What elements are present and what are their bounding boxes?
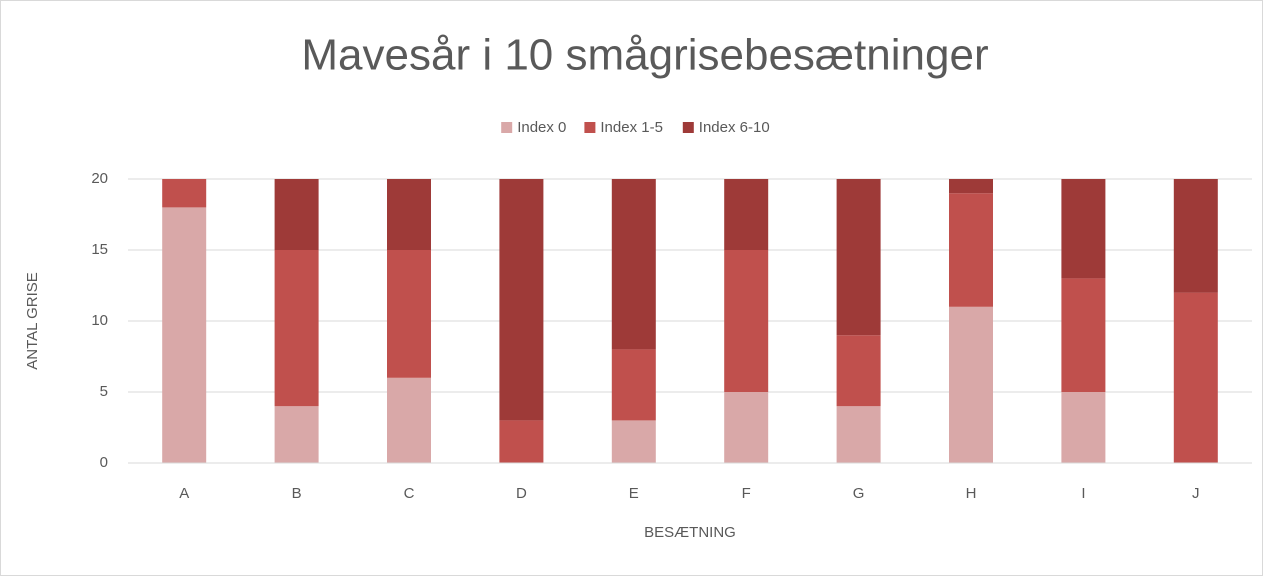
- x-tick-label: I: [1081, 485, 1085, 502]
- x-axis-label: BESÆTNING: [644, 524, 736, 541]
- bar-segment: [274, 250, 319, 407]
- bar-segment: [162, 179, 207, 208]
- y-tick-label: 0: [100, 454, 108, 471]
- bar-segment: [387, 377, 431, 463]
- x-tick-label: C: [404, 485, 415, 502]
- bar-segment: [724, 392, 769, 463]
- bar-segment: [836, 179, 881, 336]
- x-tick-label: F: [742, 485, 751, 502]
- x-tick-label: H: [966, 485, 977, 502]
- legend-label: Index 0: [517, 119, 566, 136]
- bar-segment: [274, 179, 319, 250]
- bar-segment: [1061, 278, 1106, 392]
- bar-segment: [387, 250, 431, 378]
- bar-segment: [949, 179, 993, 194]
- y-tick-label: 5: [100, 383, 108, 400]
- bar-segment: [499, 179, 544, 421]
- legend-swatch: [584, 122, 596, 133]
- bar-segment: [1061, 392, 1106, 463]
- legend-swatch: [501, 122, 513, 133]
- bar-segment: [724, 179, 769, 250]
- bar-segment: [1173, 179, 1218, 293]
- bar-segment: [836, 335, 881, 407]
- y-axis-label: ANTAL GRISE: [24, 272, 41, 370]
- bar-segment: [724, 250, 769, 392]
- chart-title: Mavesår i 10 smågrisebesætninger: [301, 31, 988, 80]
- legend-swatch: [682, 122, 694, 133]
- bar-segment: [611, 349, 656, 421]
- y-tick-label: 10: [91, 312, 108, 329]
- x-tick-label: D: [516, 485, 527, 502]
- y-tick-label: 15: [91, 241, 108, 258]
- y-tick-label: 20: [91, 170, 108, 187]
- x-tick-label: B: [292, 485, 302, 502]
- bar-segment: [499, 420, 544, 463]
- x-tick-label: G: [853, 485, 865, 502]
- bar-segment: [836, 406, 881, 463]
- bar-segment: [1061, 179, 1106, 279]
- bar-segment: [387, 179, 431, 250]
- bar-segment: [611, 179, 656, 350]
- bar-segment: [274, 406, 319, 463]
- bar-segment: [1173, 292, 1218, 463]
- legend-label: Index 6-10: [699, 119, 770, 136]
- legend-label: Index 1-5: [600, 119, 663, 136]
- x-tick-label: J: [1192, 485, 1200, 502]
- x-tick-label: A: [179, 485, 189, 502]
- bar-segment: [949, 306, 993, 463]
- x-tick-label: E: [629, 485, 639, 502]
- bar-segment: [162, 207, 207, 463]
- bar-segment: [949, 193, 993, 307]
- bar-segment: [611, 420, 656, 463]
